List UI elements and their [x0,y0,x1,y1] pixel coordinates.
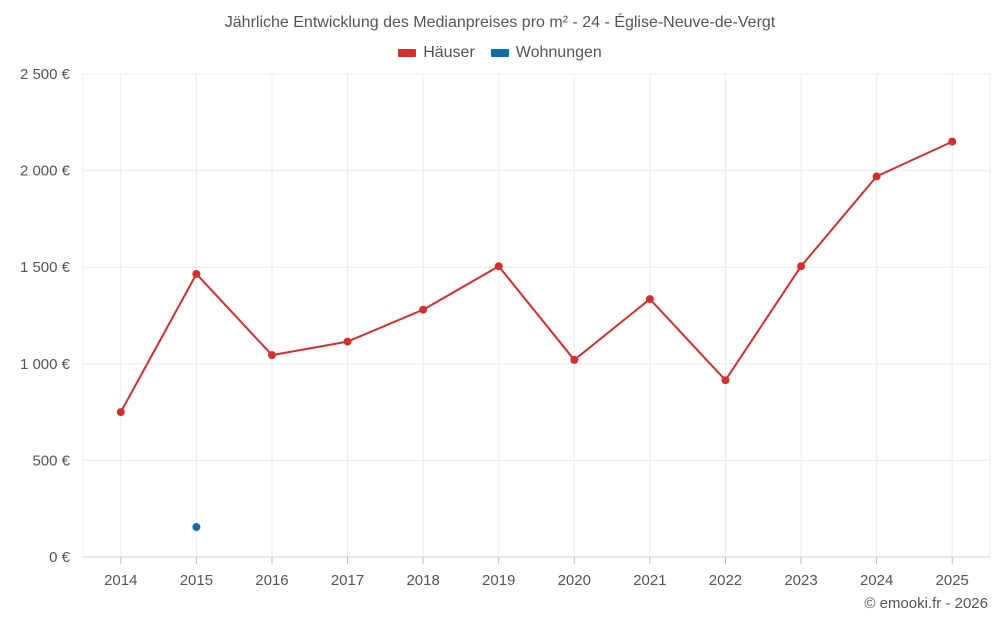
data-point-haeuser [116,408,125,417]
y-tick-label: 2 500 € [20,66,71,83]
x-tick-label: 2016 [255,572,288,589]
data-point-wohnungen [192,523,201,532]
x-tick-label: 2019 [482,572,515,589]
x-tick-label: 2022 [709,572,742,589]
y-tick-label: 1 000 € [20,356,71,373]
x-tick-label: 2025 [936,572,969,589]
data-point-haeuser [494,262,503,271]
legend: Häuser Wohnungen [0,44,1000,62]
y-tick-label: 0 € [49,549,71,566]
x-tick-label: 2020 [558,572,591,589]
x-tick-label: 2021 [633,572,666,589]
data-point-haeuser [872,172,881,181]
x-tick-label: 2018 [406,572,439,589]
legend-swatch-wohnungen [490,49,509,57]
legend-item-wohnungen[interactable]: Wohnungen [490,44,602,62]
chart-title: Jährliche Entwicklung des Medianpreises … [224,14,776,31]
legend-swatch-haeuser [398,49,417,57]
y-tick-label: 1 500 € [20,259,71,276]
series-line-haeuser [119,140,953,413]
legend-label-wohnungen: Wohnungen [515,44,602,61]
data-point-haeuser [721,376,730,385]
legend-label-haeuser: Häuser [423,44,475,61]
y-tick-label: 500 € [32,452,70,469]
data-point-haeuser [267,351,276,360]
x-tick-label: 2024 [860,572,893,589]
data-point-haeuser [192,269,201,278]
x-tick-label: 2015 [180,572,213,589]
data-point-haeuser [797,262,806,271]
data-point-haeuser [645,295,654,304]
y-tick-label: 2 000 € [20,163,71,180]
credit-text: © emooki.fr - 2026 [864,595,988,612]
x-tick-label: 2014 [104,572,137,589]
data-point-haeuser [343,337,352,346]
x-tick-label: 2023 [784,572,817,589]
data-point-haeuser [948,137,957,146]
data-point-haeuser [419,305,428,314]
legend-item-haeuser[interactable]: Häuser [398,44,475,62]
data-point-haeuser [570,355,579,364]
x-tick-label: 2017 [331,572,364,589]
